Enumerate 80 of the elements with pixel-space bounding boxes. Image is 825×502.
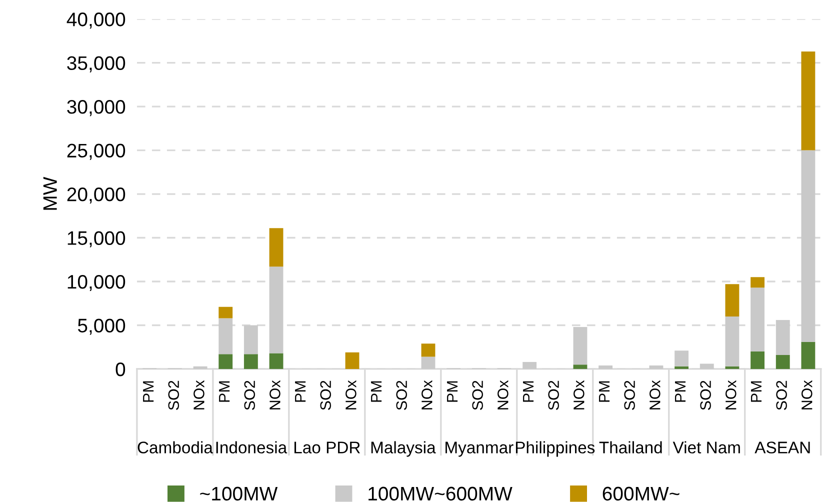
bar — [725, 366, 740, 369]
legend-label: ~100MW — [200, 486, 278, 501]
text: Malaysia — [371, 441, 436, 457]
bar — [750, 288, 765, 352]
text: Philippines — [516, 441, 595, 457]
y-tick-label: 0 — [116, 362, 126, 376]
bar — [801, 150, 816, 342]
bar — [269, 353, 284, 369]
x-tick-label: SO2 — [396, 380, 408, 410]
bar — [801, 342, 816, 369]
bar — [421, 356, 436, 369]
x-tick-label: SO2 — [548, 380, 560, 410]
y-tick-label: 40,000 — [66, 12, 126, 29]
bar — [421, 344, 436, 357]
x-tick-label: PM — [447, 381, 458, 402]
x-tick-label: SO2 — [244, 380, 256, 410]
bar — [345, 352, 360, 369]
bar — [700, 364, 714, 369]
x-tick-label: NOx — [574, 380, 584, 410]
x-tick-label: PM — [750, 381, 762, 402]
x-tick-label: NOx — [270, 380, 280, 410]
text: ASEAN — [754, 442, 810, 454]
bar — [269, 228, 284, 267]
x-tick-label: NOx — [650, 380, 660, 410]
bar — [573, 326, 588, 365]
x-tick-label: NOx — [194, 380, 204, 410]
text: Viet Nam — [672, 441, 740, 454]
y-axis-title: MW — [43, 176, 57, 210]
x-tick-label: SO2 — [776, 380, 787, 410]
bar — [269, 266, 284, 354]
bar — [218, 306, 233, 318]
bar — [750, 351, 765, 369]
bar — [725, 316, 740, 366]
bar — [244, 325, 258, 354]
bar — [750, 277, 765, 288]
text: Lao PDR — [294, 442, 360, 454]
x-tick-label: NOx — [726, 380, 736, 410]
x-tick-label: NOx — [346, 380, 356, 410]
bar — [776, 320, 790, 355]
y-tick-label: 5,000 — [78, 318, 126, 335]
x-tick-label: NOx — [801, 380, 812, 410]
bar — [218, 354, 233, 369]
x-tick-label: NOx — [422, 380, 432, 410]
x-tick-label: SO2 — [168, 380, 180, 410]
x-tick-label: PM — [143, 381, 154, 402]
bar — [522, 362, 537, 369]
text: Myanmar — [446, 442, 514, 457]
x-tick-label: SO2 — [472, 380, 484, 410]
x-tick-label: PM — [599, 381, 610, 402]
y-tick-label: 25,000 — [67, 144, 126, 160]
bar — [193, 366, 208, 369]
x-tick-label: PM — [295, 381, 306, 402]
bar — [725, 284, 740, 316]
bar — [674, 366, 689, 369]
x-tick-label: SO2 — [320, 380, 332, 410]
x-tick-label: SO2 — [700, 380, 711, 410]
text: Thailand — [599, 441, 662, 454]
x-tick-label: PM — [219, 381, 230, 402]
x-tick-label: PM — [523, 381, 534, 402]
x-tick-label: PM — [371, 381, 382, 402]
bar — [573, 364, 588, 369]
bar — [801, 51, 816, 150]
legend-label: 600MW~ — [602, 486, 680, 501]
bar — [776, 354, 790, 369]
text: Cambodia — [138, 441, 213, 454]
y-tick-label: 10,000 — [68, 274, 126, 292]
x-tick-label: SO2 — [624, 380, 635, 410]
bar — [218, 318, 233, 354]
bar — [674, 350, 689, 366]
bar — [244, 354, 258, 369]
x-tick-label: NOx — [498, 380, 508, 410]
x-tick-label: PM — [674, 381, 686, 402]
text: Indonesia — [216, 441, 288, 454]
y-tick-label: 15,000 — [68, 231, 126, 248]
bar — [649, 365, 664, 369]
legend-label: 100MW~600MW — [368, 486, 512, 501]
y-tick-label: 30,000 — [67, 100, 126, 116]
y-tick-label: 20,000 — [67, 187, 126, 204]
bar — [598, 365, 613, 369]
y-tick-label: 35,000 — [67, 56, 126, 72]
